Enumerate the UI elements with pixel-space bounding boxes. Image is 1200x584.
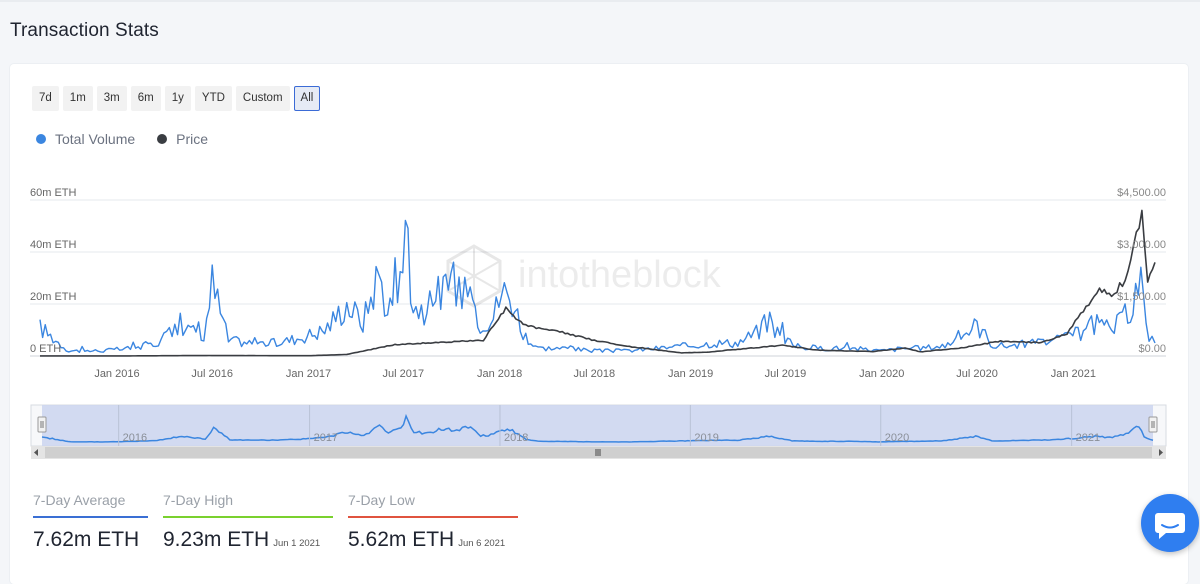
range-1y-button[interactable]: 1y bbox=[164, 86, 191, 111]
stats-row: 7-Day Average 7.62m ETH 7-Day High 9.23m… bbox=[33, 492, 518, 552]
legend-item-price[interactable]: Price bbox=[157, 131, 208, 147]
stat-value-text: 9.23m ETH bbox=[163, 528, 270, 551]
stat-date: Jun 6 2021 bbox=[458, 538, 506, 549]
chart-legend: Total Volume Price bbox=[36, 131, 208, 147]
chat-bubble-icon bbox=[1155, 513, 1185, 539]
stat-7day-high: 7-Day High 9.23m ETH Jun 1 2021 bbox=[163, 492, 333, 552]
series-line-total-volume bbox=[39, 219, 1156, 354]
watermark-hexagon-lines bbox=[447, 246, 501, 306]
watermark: intotheblock bbox=[446, 244, 722, 308]
navigator-year-label: 2017 bbox=[314, 432, 338, 444]
x-tick-label: Jan 2019 bbox=[668, 368, 713, 380]
stat-value-text: 5.62m ETH bbox=[348, 528, 455, 551]
stat-value: 9.23m ETH Jun 1 2021 bbox=[163, 528, 333, 552]
x-tick-label: Jul 2016 bbox=[191, 368, 233, 380]
legend-label-price: Price bbox=[176, 131, 209, 147]
x-tick-label: Jan 2021 bbox=[1051, 368, 1096, 380]
stat-7day-average: 7-Day Average 7.62m ETH bbox=[33, 492, 148, 552]
navigator-year-label: 2021 bbox=[1076, 432, 1100, 444]
x-tick-label: Jan 2018 bbox=[477, 368, 522, 380]
legend-label-volume: Total Volume bbox=[55, 131, 136, 147]
range-selector: 7d 1m 3m 6m 1y YTD Custom All bbox=[32, 86, 321, 111]
plot-series bbox=[39, 209, 1156, 357]
x-tick-label: Jul 2019 bbox=[765, 368, 807, 380]
legend-dot-price bbox=[157, 134, 168, 144]
navigator-handle-right[interactable] bbox=[1148, 416, 1158, 433]
chat-button[interactable] bbox=[1141, 494, 1199, 552]
y-left-tick-label: 0 ETH bbox=[30, 343, 61, 355]
stat-value: 5.62m ETH Jun 6 2021 bbox=[348, 528, 518, 552]
range-ytd-button[interactable]: YTD bbox=[194, 86, 232, 111]
legend-item-total-volume[interactable]: Total Volume bbox=[36, 131, 135, 147]
arrow-right-icon bbox=[1159, 449, 1163, 456]
y-left-tick-label: 60m ETH bbox=[30, 187, 77, 199]
y-left-tick-label: 20m ETH bbox=[30, 291, 77, 303]
page-title: Transaction Stats bbox=[10, 20, 159, 41]
watermark-text: intotheblock bbox=[518, 254, 722, 296]
navigator[interactable]: 2016 2017 2018 2019 2020 2021 bbox=[30, 404, 1167, 459]
navigator-year-label: 2016 bbox=[123, 432, 147, 444]
x-tick-label: Jan 2016 bbox=[94, 368, 139, 380]
series-line-price bbox=[39, 209, 1156, 357]
y-right-tick-label: $0.00 bbox=[1138, 343, 1166, 355]
range-6m-button[interactable]: 6m bbox=[130, 86, 161, 111]
x-tick-label: Jul 2018 bbox=[574, 368, 616, 380]
stat-label: 7-Day High bbox=[163, 492, 234, 508]
range-all-button[interactable]: All bbox=[293, 86, 321, 111]
chart-svg: intotheblock 0 ETH $0.00 20m ETH $1,500.00 4… bbox=[30, 187, 1167, 459]
watermark-hexagon bbox=[446, 244, 502, 308]
stat-underline bbox=[348, 516, 518, 518]
x-tick-label: Jul 2017 bbox=[382, 368, 424, 380]
range-7d-button[interactable]: 7d bbox=[32, 86, 59, 111]
y-left-tick-label: 40m ETH bbox=[30, 239, 77, 251]
stat-underline bbox=[163, 516, 333, 518]
range-3m-button[interactable]: 3m bbox=[96, 86, 127, 111]
x-tick-label: Jul 2020 bbox=[956, 368, 998, 380]
range-custom-button[interactable]: Custom bbox=[235, 86, 290, 111]
y-right-tick-label: $1,500.00 bbox=[1117, 291, 1166, 303]
axis-labels: 0 ETH $0.00 20m ETH $1,500.00 40m ETH $3,000.… bbox=[30, 187, 1166, 380]
stat-date: Jun 1 2021 bbox=[273, 538, 321, 549]
range-1m-button[interactable]: 1m bbox=[62, 86, 93, 111]
x-tick-label: Jan 2017 bbox=[286, 368, 331, 380]
arrow-left-icon bbox=[34, 449, 38, 456]
top-strip bbox=[0, 0, 1200, 2]
navigator-series bbox=[41, 413, 1154, 443]
stat-value-text: 7.62m ETH bbox=[33, 528, 140, 551]
y-right-tick-label: $3,000.00 bbox=[1117, 239, 1166, 251]
stat-label: 7-Day Low bbox=[348, 492, 415, 508]
stat-underline bbox=[33, 516, 148, 518]
watermark-logo-icon bbox=[446, 244, 502, 308]
stat-7day-low: 7-Day Low 5.62m ETH Jun 6 2021 bbox=[348, 492, 518, 552]
navigator-selection bbox=[42, 405, 1153, 446]
y-right-tick-label: $4,500.00 bbox=[1117, 187, 1166, 199]
navigator-year-label: 2018 bbox=[504, 432, 528, 444]
navigator-handle-left[interactable] bbox=[37, 416, 47, 433]
navigator-year-label: 2019 bbox=[694, 432, 718, 444]
x-tick-label: Jan 2020 bbox=[859, 368, 904, 380]
stat-value: 7.62m ETH bbox=[33, 528, 148, 552]
stat-label: 7-Day Average bbox=[33, 492, 126, 508]
legend-dot-volume bbox=[36, 134, 46, 144]
navigator-year-label: 2020 bbox=[885, 432, 909, 444]
